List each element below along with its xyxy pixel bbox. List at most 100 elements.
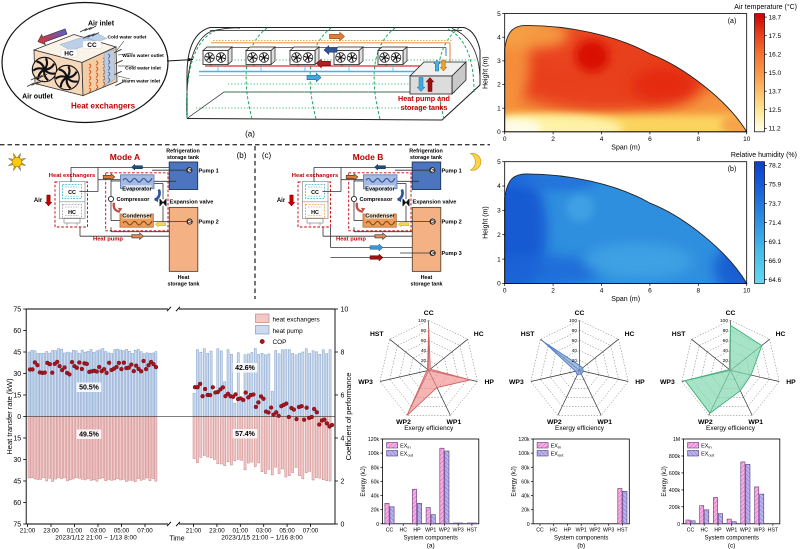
- svg-text:03:00: 03:00: [90, 528, 106, 535]
- svg-text:73.7: 73.7: [769, 201, 782, 208]
- svg-text:Pump 2: Pump 2: [199, 220, 219, 226]
- svg-text:800k: 800k: [669, 454, 681, 460]
- svg-text:CC: CC: [424, 310, 434, 317]
- svg-text:Heat exchangers: Heat exchangers: [49, 173, 95, 179]
- svg-text:15: 15: [13, 436, 21, 443]
- svg-text:60k: 60k: [521, 479, 530, 485]
- svg-text:10: 10: [743, 136, 751, 143]
- svg-text:HST: HST: [617, 527, 628, 533]
- svg-text:EXout: EXout: [701, 452, 715, 458]
- svg-text:6: 6: [648, 136, 652, 143]
- svg-text:15: 15: [13, 393, 21, 400]
- svg-text:Height (m): Height (m): [483, 56, 490, 89]
- svg-text:HC: HC: [311, 210, 319, 216]
- svg-text:07:00: 07:00: [137, 528, 153, 535]
- svg-text:8: 8: [696, 136, 700, 143]
- svg-text:0: 0: [527, 522, 530, 528]
- svg-text:18.7: 18.7: [769, 14, 782, 21]
- svg-text:WP3: WP3: [660, 379, 675, 386]
- svg-text:01:00: 01:00: [233, 528, 249, 535]
- svg-text:(c): (c): [728, 542, 736, 549]
- svg-text:50.5%: 50.5%: [79, 385, 100, 392]
- svg-text:78.2: 78.2: [769, 163, 782, 170]
- svg-text:0: 0: [497, 281, 501, 288]
- svg-text:CC: CC: [68, 190, 76, 196]
- svg-text:100k: 100k: [368, 451, 380, 457]
- svg-text:60: 60: [13, 328, 21, 335]
- svg-text:Expansion valve: Expansion valve: [170, 200, 214, 206]
- svg-text:4: 4: [600, 136, 604, 143]
- svg-text:System components: System components: [705, 535, 759, 541]
- svg-text:Span (m): Span (m): [611, 144, 640, 151]
- svg-text:23:00: 23:00: [43, 528, 59, 535]
- svg-text:CC: CC: [687, 527, 695, 533]
- svg-text:Compressor: Compressor: [117, 197, 151, 203]
- svg-text:01:00: 01:00: [67, 528, 83, 535]
- svg-text:4: 4: [600, 287, 604, 294]
- svg-text:Heat exchangers: Heat exchangers: [292, 173, 338, 179]
- svg-text:storage tank: storage tank: [167, 282, 199, 288]
- svg-text:Heat: Heat: [421, 275, 433, 281]
- svg-text:07:00: 07:00: [303, 528, 319, 535]
- svg-text:HST: HST: [521, 331, 535, 338]
- svg-text:Refrigeration: Refrigeration: [409, 149, 443, 155]
- svg-text:Evaporator: Evaporator: [365, 187, 395, 193]
- svg-text:10: 10: [743, 287, 751, 294]
- svg-text:4: 4: [497, 183, 501, 190]
- svg-text:40: 40: [421, 348, 427, 354]
- svg-text:Pump 1: Pump 1: [442, 168, 462, 174]
- svg-text:23:00: 23:00: [209, 528, 225, 535]
- svg-text:80k: 80k: [521, 465, 530, 471]
- svg-text:4: 4: [497, 34, 501, 41]
- svg-text:05:00: 05:00: [114, 528, 130, 535]
- svg-text:Height (m): Height (m): [483, 206, 490, 239]
- svg-text:8: 8: [341, 350, 345, 357]
- svg-text:21:00: 21:00: [20, 528, 36, 535]
- svg-text:66.9: 66.9: [769, 258, 782, 265]
- svg-text:storage tank: storage tank: [167, 155, 199, 161]
- svg-text:Exergy efficiency: Exergy efficiency: [706, 425, 756, 432]
- svg-text:HP: HP: [484, 379, 494, 386]
- svg-text:30: 30: [13, 371, 21, 378]
- svg-text:57.4%: 57.4%: [235, 431, 256, 438]
- svg-text:WP1: WP1: [597, 419, 612, 426]
- svg-text:45: 45: [13, 479, 21, 486]
- svg-text:0: 0: [677, 522, 680, 528]
- svg-text:HP: HP: [413, 527, 421, 533]
- svg-text:11.2: 11.2: [769, 126, 782, 133]
- svg-text:Refrigeration: Refrigeration: [166, 149, 200, 155]
- svg-text:13.7: 13.7: [769, 89, 782, 96]
- svg-text:69.1: 69.1: [769, 239, 782, 246]
- svg-text:60: 60: [572, 338, 578, 344]
- svg-text:60: 60: [13, 500, 21, 507]
- svg-text:HC: HC: [625, 331, 635, 338]
- svg-text:CC: CC: [726, 310, 736, 317]
- svg-text:16.2: 16.2: [769, 51, 782, 58]
- svg-text:EXin: EXin: [400, 444, 410, 450]
- svg-text:CC: CC: [386, 527, 394, 533]
- svg-text:Exergy (kJ): Exergy (kJ): [662, 466, 668, 496]
- svg-text:WP1: WP1: [425, 527, 436, 533]
- svg-text:HP: HP: [564, 527, 572, 533]
- svg-text:HC: HC: [64, 51, 74, 58]
- svg-text:64.6: 64.6: [769, 277, 782, 284]
- svg-text:05:00: 05:00: [279, 528, 295, 535]
- svg-text:System components: System components: [404, 535, 458, 541]
- svg-text:Exergy (kJ): Exergy (kJ): [361, 466, 367, 496]
- svg-text:HST: HST: [768, 527, 779, 533]
- svg-text:80: 80: [572, 328, 578, 334]
- svg-text:49.5%: 49.5%: [79, 432, 100, 439]
- svg-text:HP: HP: [714, 527, 722, 533]
- svg-text:WP3: WP3: [509, 379, 524, 386]
- svg-text:Exergy efficiency: Exergy efficiency: [404, 425, 454, 432]
- svg-text:5: 5: [497, 11, 501, 18]
- svg-text:2: 2: [551, 136, 555, 143]
- svg-text:CC: CC: [87, 42, 97, 49]
- svg-text:75: 75: [13, 522, 21, 529]
- svg-text:2: 2: [551, 287, 555, 294]
- svg-text:Pump 3: Pump 3: [442, 251, 462, 257]
- svg-text:Mode A: Mode A: [110, 152, 140, 162]
- svg-text:WP3: WP3: [754, 527, 765, 533]
- svg-text:10: 10: [341, 307, 349, 314]
- svg-text:System components: System components: [554, 535, 608, 541]
